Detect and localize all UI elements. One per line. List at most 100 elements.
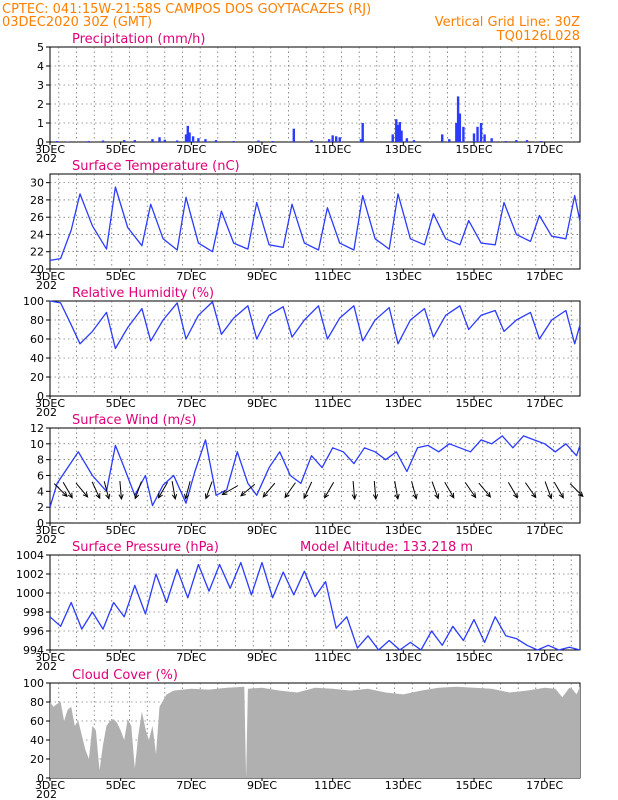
precip-bar [398,122,401,142]
wind-arrow [134,481,142,500]
wind-arrow-head [134,493,140,500]
y-tick-label: 24 [30,228,44,241]
x-tick-label: 3DEC [35,779,65,792]
precip-bar [405,138,409,142]
wind-arrow-shaft [158,481,168,499]
wind-arrow-shaft [91,481,101,499]
wind-arrow-head [471,492,477,499]
wind-arrow-shaft [119,480,122,500]
precip-bar [490,138,493,142]
wind-arrow [464,482,477,499]
x-tick-label: 17DEC [526,651,563,664]
precip-bar [292,128,295,142]
wind-arrow [411,481,418,500]
cloud-area [50,686,580,778]
wind-arrow-head [82,491,89,498]
y-tick-label: 2 [37,501,44,514]
header-model: TQ0126L028 [496,29,580,44]
wind-arrow-shaft [284,482,296,498]
precip-bar [66,141,69,142]
wind-arrow-head [412,493,418,500]
wind-arrow [303,481,313,500]
panel-3: 0 2 4 6 8 10 12 3DEC 5DEC 7DEC 9DEC 11DEC 13DEC 15DEC… [30,413,584,546]
y-tick-label: 2 [37,98,44,111]
wind-arrow [53,483,68,498]
wind-arrow [157,481,168,499]
y-tick-label: 0 [37,772,44,785]
x-tick-label: 9DEC [247,524,277,537]
series-line [49,186,581,262]
x-tick-label: 7DEC [176,524,206,537]
panel-title: Surface Temperature (nC) [72,159,240,174]
wind-arrow [284,482,296,499]
precip-bar [271,141,274,142]
x-under-label: 202 [36,660,57,673]
wind-arrow [544,481,553,500]
precip-bar [476,126,479,142]
precip-bar [101,140,105,142]
wind-arrow-shaft [62,481,73,499]
wind-arrow-shaft [103,481,110,499]
plot-frame [49,554,581,651]
precip-bar [188,132,191,142]
x-tick-label: 5DEC [106,651,136,664]
x-tick-label: 9DEC [247,779,277,792]
precip-bar [441,134,444,142]
x-under-label: 202 [36,279,57,292]
precip-bar [123,140,126,142]
wind-arrow [118,480,124,501]
x-tick-label: 3DEC [35,397,65,410]
precip-bar [331,135,334,142]
precip-bar [455,123,458,142]
x-tick-label: 13DEC [385,779,422,792]
x-under-label: 202 [36,533,57,546]
panel-title: Precipitation (mm/h) [72,32,205,47]
precip-bar [361,123,364,142]
wind-arrow-head [184,493,190,500]
panel-title: Surface Wind (m/s) [72,413,196,428]
wind-arrow-shaft [444,481,455,499]
precip-bar [197,138,200,142]
precip-bar [504,141,507,142]
precip-bar [87,141,91,142]
y-tick-label: 28 [30,194,44,207]
wind-arrow [171,481,178,500]
precip-bar [395,119,398,142]
precip-bar [151,139,154,142]
x-tick-label: 11DEC [314,524,351,537]
y-tick-label: 20 [30,263,44,276]
precip-bar [456,96,460,142]
wind-arrow-shaft [478,482,491,498]
precip-bar [191,136,195,142]
x-tick-label: 7DEC [176,397,206,410]
wind-arrow-shaft [544,481,552,499]
panel-title: Cloud Cover (%) [72,668,178,683]
wind-arrow-shaft [75,482,88,498]
x-tick-label: 5DEC [106,143,136,156]
y-tick-label: 12 [30,422,44,435]
x-tick-label: 3DEC [35,524,65,537]
x-tick-label: 7DEC [176,779,206,792]
wind-arrow [103,481,111,500]
precip-bar [462,126,465,142]
precip-bar [310,140,313,142]
series-line [49,300,581,350]
wind-arrow [372,480,379,501]
x-tick-label: 7DEC [176,270,206,283]
x-tick-label: 13DEC [385,651,422,664]
plot-frame [49,300,581,397]
y-tick-label: 10 [30,438,44,451]
wind-arrow-head [449,492,455,499]
wind-arrow-head [558,492,564,499]
header-line1: CPTEC: 041:15W-21:58S CAMPOS DOS GOYTACA… [2,2,371,17]
panel-4: 994 996 998 1000 1002 1004 3DEC 5DEC 7DEC 9DEC 11D… [16,540,581,673]
precip-bar [391,134,394,142]
x-under-label: 202 [36,152,57,165]
wind-arrow-head [221,490,228,496]
wind-arrow [569,483,584,498]
precip-bar [55,141,59,142]
x-tick-label: 15DEC [455,143,492,156]
wind-arrow [240,483,256,497]
wind-arrow-head [240,491,246,497]
